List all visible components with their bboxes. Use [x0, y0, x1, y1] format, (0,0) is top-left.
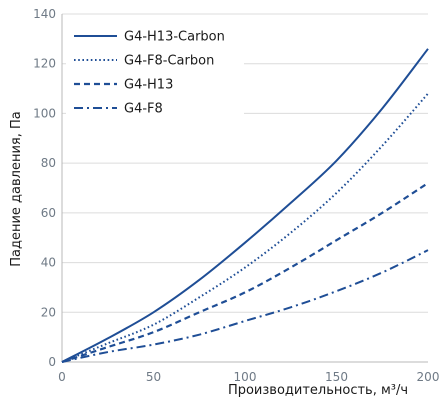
y-tick-label: 0 [48, 355, 56, 369]
series-line-g4-f8 [61, 249, 429, 363]
y-tick-labels: 0 20 40 60 80 100 120 140 [33, 7, 56, 369]
y-tick-label: 40 [41, 256, 56, 270]
y-tick-label: 100 [33, 106, 56, 120]
y-tick-label: 140 [33, 7, 56, 21]
x-tick-label: 100 [234, 370, 257, 384]
y-axis-title: Падение давления, Па [9, 111, 24, 267]
y-tick-label: 120 [33, 57, 56, 71]
legend-label: G4-H13 [124, 78, 173, 93]
legend-background [66, 22, 244, 134]
x-axis-title: Производительность, м³/ч [228, 383, 408, 398]
series [61, 48, 429, 364]
y-tick-label: 80 [41, 156, 56, 170]
legend-label: G4-F8-Carbon [124, 54, 214, 69]
y-tick-label: 60 [41, 206, 56, 220]
series-line-g4-h13-carbon [61, 48, 429, 363]
series-line-g4-f8-carbon [61, 92, 429, 363]
y-tick-label: 20 [41, 305, 56, 319]
x-tick-label: 200 [417, 370, 440, 384]
axes [61, 14, 428, 363]
legend-label: G4-F8 [124, 102, 163, 117]
series-line-g4-h13 [61, 182, 429, 364]
legend: G4-H13-Carbon G4-F8-Carbon G4-H13 G4-F8 [66, 22, 244, 134]
legend-label: G4-H13-Carbon [124, 30, 225, 45]
x-tick-label: 50 [146, 370, 161, 384]
x-tick-labels: 0 50 100 150 200 [58, 370, 439, 384]
x-tick-label: 0 [58, 370, 66, 384]
x-tick-label: 150 [325, 370, 348, 384]
